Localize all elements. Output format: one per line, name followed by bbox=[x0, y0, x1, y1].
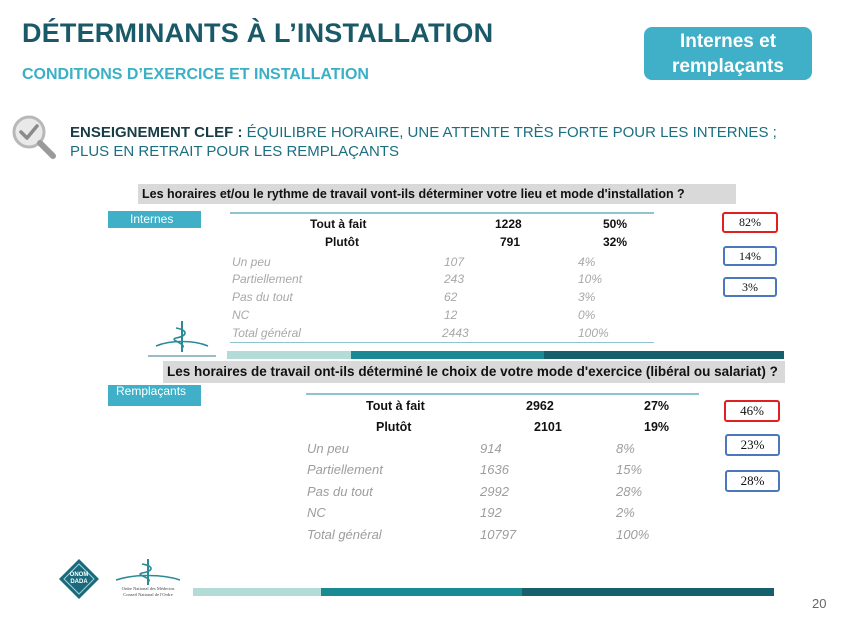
row-pct: 10% bbox=[578, 272, 603, 286]
summary-box-high: 82% bbox=[722, 212, 778, 233]
row-label: NC bbox=[232, 308, 250, 322]
table-row: Plutôt 791 32% bbox=[230, 235, 650, 251]
onom-dada-logo: ONOM DADA bbox=[58, 558, 100, 600]
row-count: 2101 bbox=[534, 420, 562, 434]
row-count: 2992 bbox=[480, 484, 509, 499]
row-count: 1636 bbox=[480, 462, 509, 477]
org-name-line2: Conseil National de l'Ordre bbox=[123, 592, 173, 597]
page-subtitle: CONDITIONS D’EXERCICE ET INSTALLATION bbox=[22, 66, 369, 83]
decor-stripe bbox=[522, 588, 774, 596]
row-label: Tout à fait bbox=[366, 399, 425, 413]
table-rule bbox=[230, 342, 654, 343]
table-row: Un peu 107 4% bbox=[232, 255, 652, 271]
row-pct: 4% bbox=[578, 255, 596, 269]
table-row: Tout à fait 1228 50% bbox=[230, 217, 650, 233]
table-row: Plutôt 2101 19% bbox=[306, 420, 706, 437]
summary-box-high: 46% bbox=[724, 400, 780, 422]
table-row: Tout à fait 2962 27% bbox=[306, 399, 706, 416]
row-label: Total général bbox=[232, 326, 301, 340]
row-pct: 8% bbox=[616, 441, 635, 456]
row-label: Tout à fait bbox=[310, 217, 367, 231]
decor-stripe bbox=[321, 588, 522, 596]
page-number: 20 bbox=[812, 596, 827, 611]
magnifier-check-icon bbox=[9, 112, 61, 164]
row-label: Plutôt bbox=[325, 235, 359, 249]
table-row: Partiellement 1636 15% bbox=[307, 462, 707, 480]
summary-box-low: 28% bbox=[725, 470, 780, 492]
row-count: 62 bbox=[444, 290, 458, 304]
table-rule bbox=[230, 212, 654, 214]
summary-box-mid: 14% bbox=[723, 246, 777, 266]
page-title: DÉTERMINANTS À L’INSTALLATION bbox=[22, 18, 494, 48]
question-1: Les horaires et/ou le rythme de travail … bbox=[138, 184, 736, 204]
row-label: NC bbox=[307, 505, 326, 520]
table-row: NC 192 2% bbox=[307, 505, 707, 523]
row-label: Plutôt bbox=[376, 420, 412, 434]
row-count: 2443 bbox=[442, 326, 469, 340]
row-pct: 0% bbox=[578, 308, 596, 322]
row-count: 192 bbox=[480, 505, 502, 520]
row-pct: 27% bbox=[644, 399, 670, 413]
audience-badge: Internes et remplaçants bbox=[644, 27, 812, 80]
row-pct: 2% bbox=[616, 505, 635, 520]
row-pct: 100% bbox=[616, 527, 650, 542]
key-lesson: ENSEIGNEMENT CLEF : ÉQUILIBRE HORAIRE, U… bbox=[70, 123, 790, 161]
org-name-line1: Ordre National des Médecins bbox=[121, 586, 175, 591]
row-pct: 19% bbox=[644, 420, 670, 434]
table-row: Partiellement 243 10% bbox=[232, 272, 652, 288]
table-row: Total général 2443 100% bbox=[232, 326, 652, 342]
group-label-internes: Internes bbox=[108, 211, 201, 228]
row-count: 2962 bbox=[526, 399, 554, 413]
row-label: Partiellement bbox=[232, 272, 303, 286]
row-label: Un peu bbox=[307, 441, 349, 456]
row-pct: 100% bbox=[578, 326, 609, 340]
row-pct: 15% bbox=[616, 462, 643, 477]
row-label: Pas du tout bbox=[307, 484, 373, 499]
table-row: Total général 10797 100% bbox=[307, 527, 707, 545]
table-row: Un peu 914 8% bbox=[307, 441, 707, 459]
group-label-remplacants: Remplaçants bbox=[108, 385, 201, 406]
row-count: 791 bbox=[500, 235, 521, 249]
summary-box-mid: 23% bbox=[725, 434, 780, 456]
row-count: 1228 bbox=[495, 217, 522, 231]
decor-stripe bbox=[227, 351, 351, 359]
row-label: Un peu bbox=[232, 255, 271, 269]
table-row: NC 12 0% bbox=[232, 308, 652, 324]
key-lesson-label: ENSEIGNEMENT CLEF : bbox=[70, 124, 243, 141]
row-pct: 3% bbox=[578, 290, 596, 304]
row-pct: 50% bbox=[603, 217, 628, 231]
decor-stripe bbox=[193, 588, 321, 596]
onom-dada-logo-text: ONOM DADA bbox=[69, 572, 89, 585]
row-label: Partiellement bbox=[307, 462, 383, 477]
table-row: Pas du tout 2992 28% bbox=[307, 484, 707, 502]
org-name: Ordre National des Médecins Conseil Nati… bbox=[108, 586, 188, 598]
row-label: Total général bbox=[307, 527, 382, 542]
decor-stripe bbox=[351, 351, 544, 359]
row-count: 914 bbox=[480, 441, 502, 456]
summary-box-low: 3% bbox=[723, 277, 777, 297]
table-row: Pas du tout 62 3% bbox=[232, 290, 652, 306]
row-count: 12 bbox=[444, 308, 458, 322]
caduceus-logo: Ordre National des Médecins Conseil Nati… bbox=[108, 558, 188, 602]
question-2: Les horaires de travail ont-ils détermin… bbox=[163, 361, 785, 383]
row-count: 107 bbox=[444, 255, 465, 269]
row-count: 10797 bbox=[480, 527, 517, 542]
key-lesson-text: ÉQUILIBRE HORAIRE, UNE ATTENTE TRÈS FORT… bbox=[70, 124, 777, 160]
row-pct: 28% bbox=[616, 484, 643, 499]
row-label: Pas du tout bbox=[232, 290, 293, 304]
caduceus-logo-small bbox=[146, 318, 218, 360]
row-pct: 32% bbox=[603, 235, 628, 249]
table-rule bbox=[306, 393, 699, 395]
decor-stripe bbox=[544, 351, 784, 359]
row-count: 243 bbox=[444, 272, 465, 286]
